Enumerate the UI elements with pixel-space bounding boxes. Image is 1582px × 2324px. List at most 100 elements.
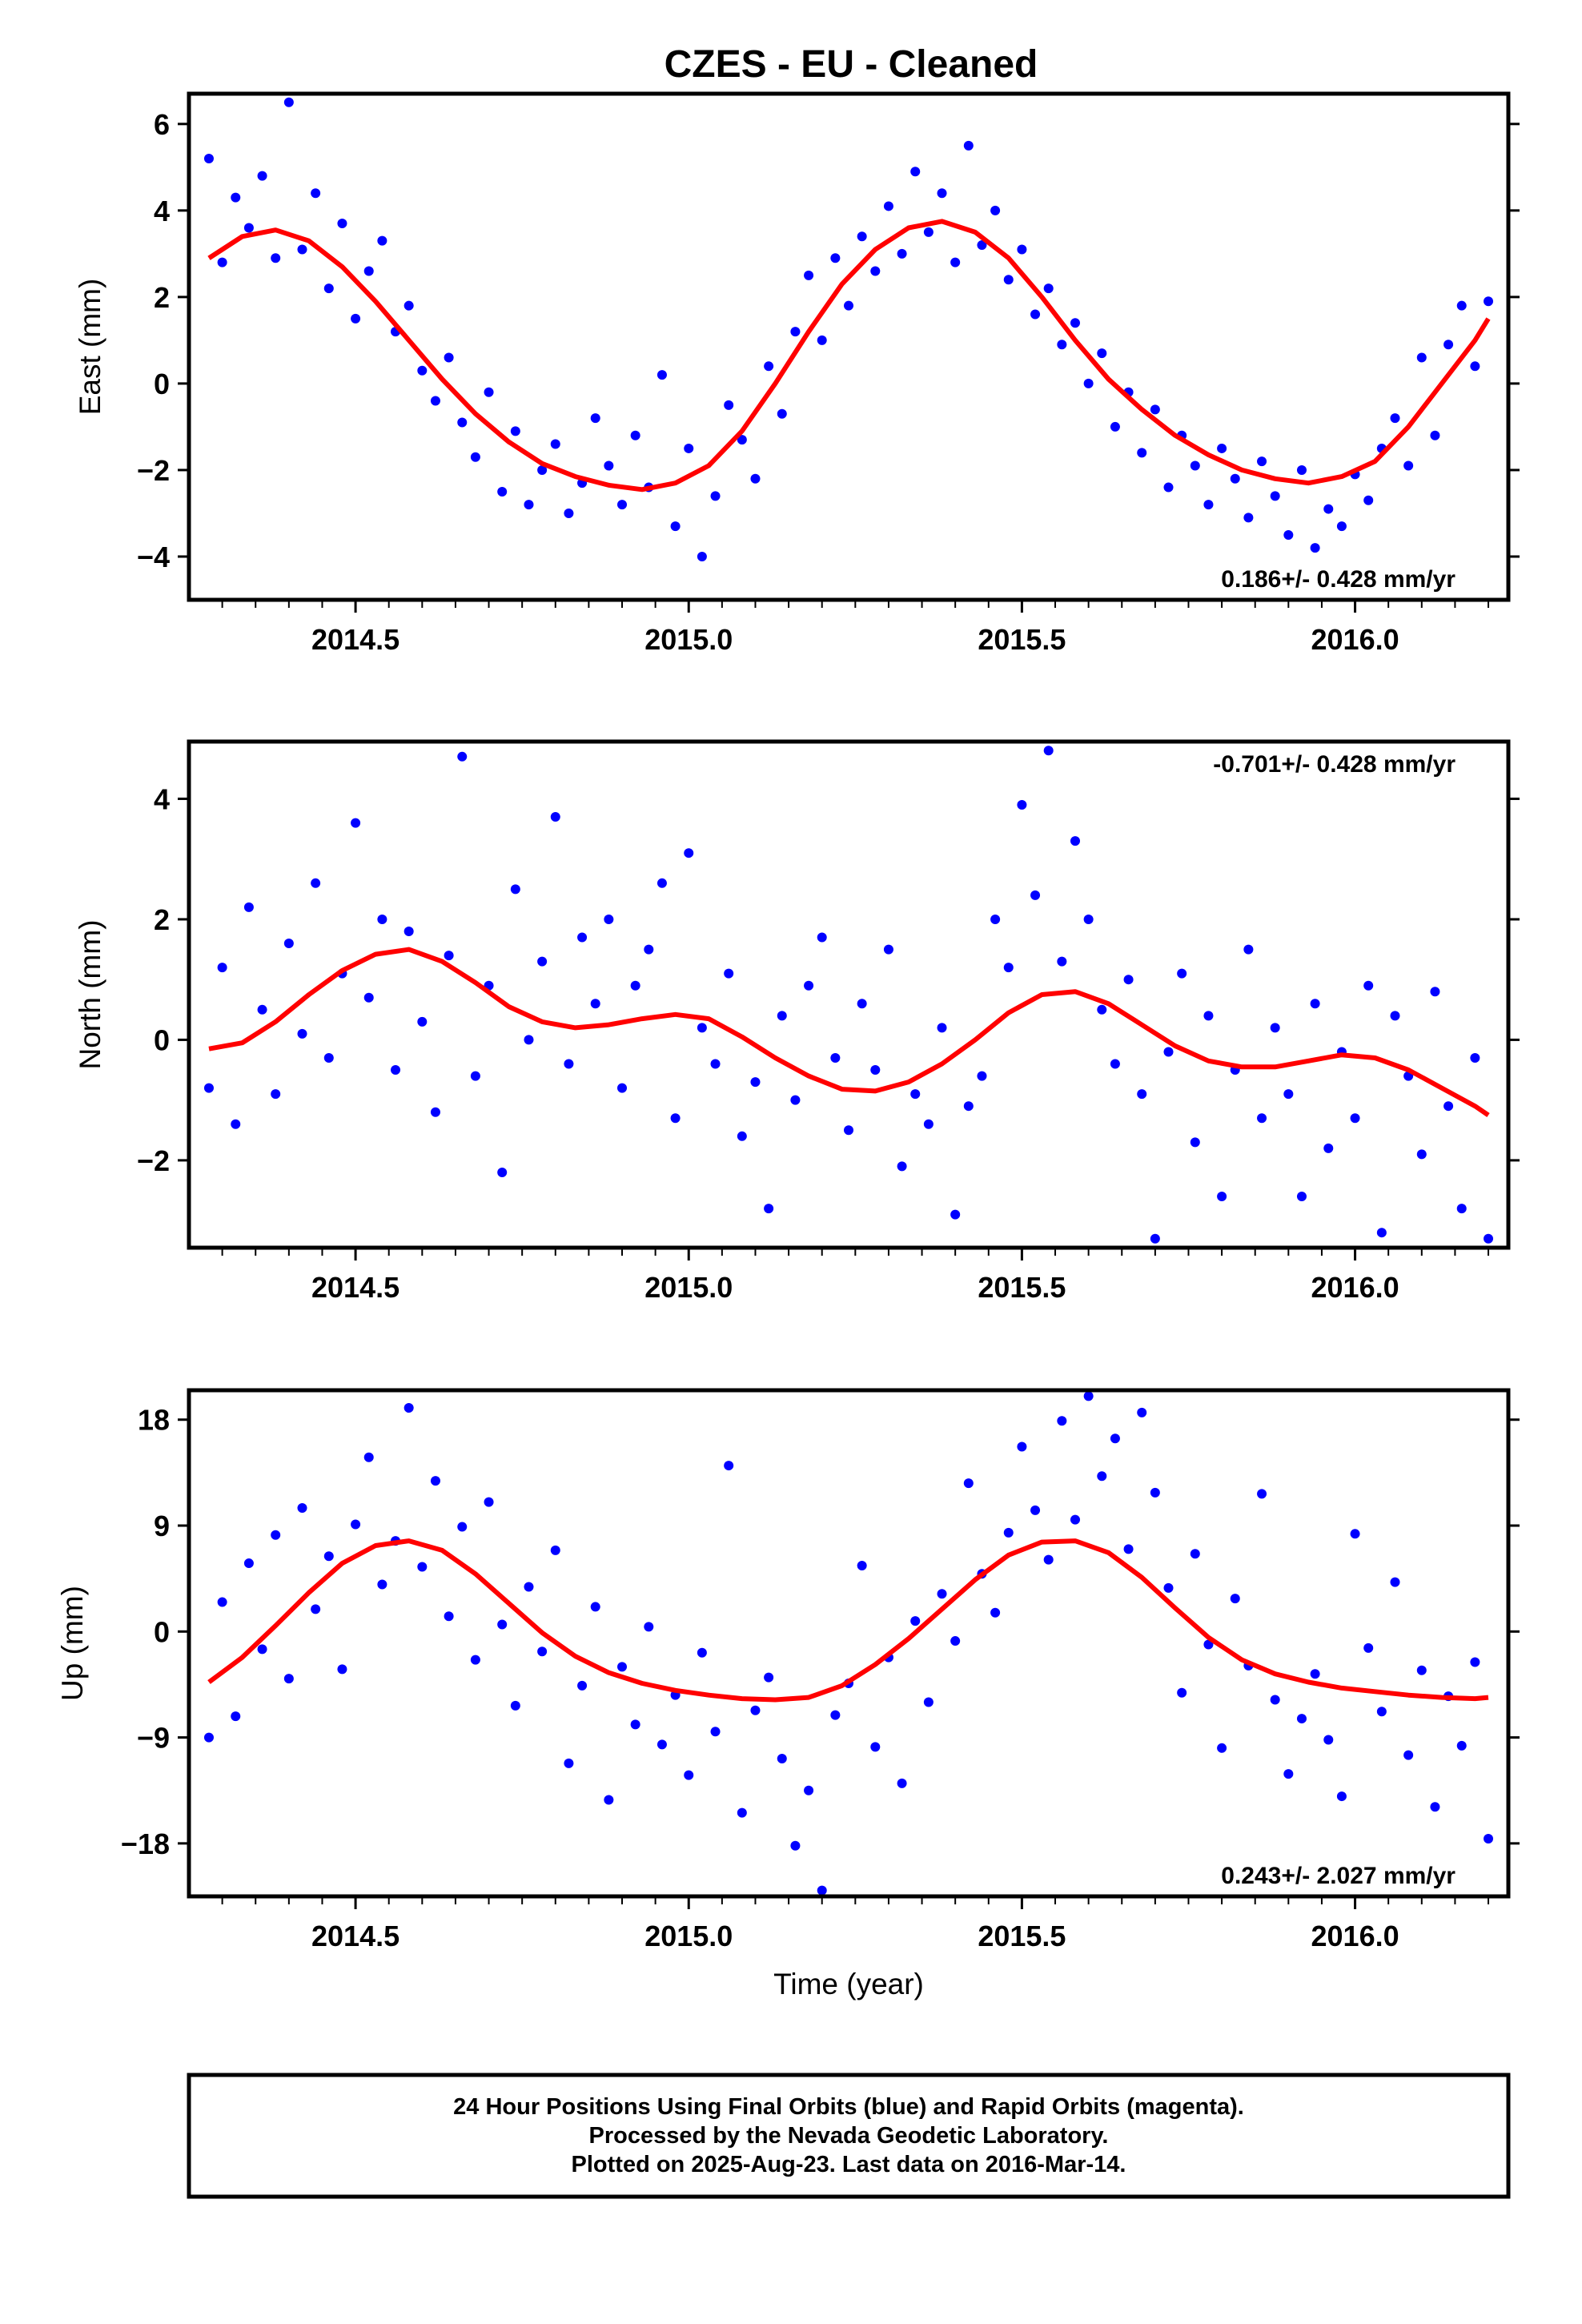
east-data-point [497, 486, 508, 497]
up-data-point [217, 1597, 227, 1607]
up-data-point [790, 1840, 801, 1851]
north-data-point [1097, 1004, 1107, 1015]
north-rate-label: -0.701+/- 0.428 mm/yr [1213, 751, 1456, 778]
up-data-point [1217, 1743, 1227, 1753]
up-data-point [710, 1727, 721, 1737]
north-data-point [1257, 1113, 1267, 1124]
up-data-point [283, 1674, 294, 1684]
up-data-point [817, 1885, 827, 1896]
north-data-point [590, 999, 600, 1009]
east-data-point [217, 257, 227, 267]
east-data-point [231, 192, 241, 203]
north-data-point [1003, 963, 1014, 973]
east-data-point [1484, 296, 1494, 307]
up-data-point [737, 1807, 747, 1818]
north-data-point [404, 927, 414, 936]
east-data-point [670, 521, 681, 532]
up-data-point [923, 1697, 934, 1707]
up-xtick-label: 2015.0 [644, 1920, 733, 1952]
east-data-point [1217, 443, 1227, 453]
north-data-point [817, 932, 827, 943]
up-data-point [1203, 1639, 1214, 1650]
east-data-point [764, 361, 774, 372]
east-data-point [937, 188, 947, 199]
up-data-point [1163, 1582, 1174, 1593]
north-data-point [1350, 1113, 1360, 1124]
up-data-point [1230, 1594, 1240, 1604]
east-data-point [1403, 460, 1414, 471]
east-data-point [870, 266, 881, 276]
up-data-point [857, 1560, 867, 1570]
east-data-point [1030, 309, 1041, 320]
north-data-point [257, 1004, 267, 1015]
north-data-point [910, 1089, 921, 1100]
up-data-point [1137, 1407, 1147, 1417]
north-data-point [1270, 1023, 1280, 1033]
footer-line-1: 24 Hour Positions Using Final Orbits (bl… [453, 2094, 1244, 2120]
east-data-point [857, 231, 867, 242]
east-data-point [990, 205, 1001, 215]
up-data-point [337, 1664, 347, 1675]
up-data-point [764, 1672, 774, 1683]
north-data-point [990, 914, 1001, 924]
east-xtick-label: 2014.5 [311, 623, 400, 656]
north-data-point [1430, 987, 1440, 997]
east-data-point [1456, 300, 1467, 311]
time-axis-label: Time (year) [773, 1968, 924, 2000]
north-data-point [470, 1071, 480, 1081]
east-data-point [1083, 378, 1094, 388]
north-data-point [1190, 1137, 1200, 1148]
up-data-point [1057, 1416, 1067, 1426]
up-data-point [231, 1711, 241, 1722]
north-ytick-label: 2 [154, 903, 170, 936]
up-data-point [990, 1607, 1001, 1618]
east-data-point [590, 413, 600, 424]
up-data-point [1484, 1833, 1494, 1844]
east-ytick-label: 4 [154, 195, 170, 227]
north-data-point [697, 1023, 707, 1033]
north-data-point [1310, 999, 1320, 1009]
up-data-point [1030, 1505, 1041, 1515]
north-data-point [656, 878, 667, 888]
north-data-point [243, 902, 254, 912]
east-data-point [457, 417, 468, 428]
up-data-point [1083, 1391, 1094, 1401]
east-data-point [1230, 473, 1240, 484]
north-data-point [1030, 890, 1041, 900]
east-data-point [1110, 421, 1120, 432]
north-data-point [950, 1209, 961, 1220]
north-data-point [550, 812, 560, 822]
up-data-point [1003, 1527, 1014, 1538]
up-data-point [1416, 1665, 1427, 1675]
up-data-point [697, 1647, 707, 1658]
up-data-point [417, 1562, 428, 1572]
east-data-point [484, 387, 494, 397]
east-data-point [417, 365, 428, 376]
north-data-point [417, 1016, 428, 1027]
east-ytick-label: 0 [154, 368, 170, 400]
east-data-point [1190, 460, 1200, 471]
up-data-point [1283, 1769, 1294, 1779]
east-data-point [1336, 521, 1347, 532]
north-data-point [351, 818, 361, 828]
north-xtick-label: 2015.5 [978, 1271, 1066, 1304]
north-data-point [1017, 800, 1027, 810]
east-data-point [377, 235, 387, 246]
north-data-point [830, 1053, 841, 1063]
up-data-point [457, 1522, 468, 1532]
up-data-point [1470, 1657, 1480, 1667]
north-data-point [363, 992, 374, 1003]
up-marks: −18 −9 0 9 18 2014.5 2015.0 2015.5 2016.0 [121, 1391, 1520, 1952]
up-data-point [910, 1616, 921, 1626]
north-ytick-label: 4 [154, 782, 170, 815]
east-xtick-label: 2016.0 [1311, 623, 1399, 656]
figure-title: CZES - EU - Cleaned [665, 43, 1038, 86]
up-data-point [684, 1770, 694, 1780]
north-data-point [1177, 968, 1187, 979]
north-data-point [297, 1028, 307, 1039]
east-data-point [1310, 543, 1320, 553]
up-data-point [1456, 1740, 1467, 1751]
east-ytick-label: −4 [137, 541, 170, 573]
up-y-axis-label: Up (mm) [56, 1586, 89, 1701]
up-data-point [1430, 1802, 1440, 1812]
